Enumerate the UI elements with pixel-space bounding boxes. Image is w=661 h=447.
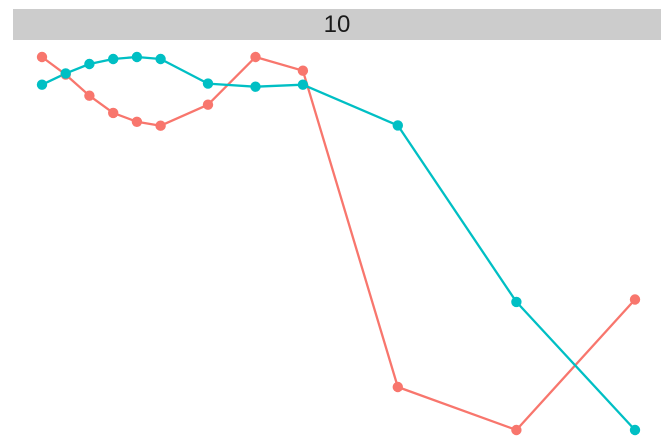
series-1-point-9 [297, 65, 309, 76]
series-2-point-12 [629, 424, 641, 436]
panel-label: 10 [323, 10, 351, 38]
series-2-point-10 [392, 120, 403, 131]
series-1-point-1 [36, 51, 48, 63]
series-2-point-2 [60, 68, 71, 79]
series-1-line [41, 55, 636, 432]
series-2-point-1 [36, 79, 48, 90]
series-1-point-7 [202, 99, 214, 110]
series-2-point-9 [297, 79, 309, 90]
series-1-point-12 [629, 294, 641, 305]
series-2-point-7 [202, 78, 214, 89]
series-lines [41, 55, 636, 432]
series-1-point-6 [155, 120, 166, 131]
series-2-point-11 [511, 296, 522, 308]
series-1-point-8 [250, 51, 261, 63]
series-2-point-4 [108, 53, 119, 65]
series-2-point-5 [131, 51, 143, 63]
series-1-point-5 [131, 116, 143, 128]
series-2-line [41, 55, 636, 431]
series-1-point-10 [392, 381, 403, 393]
series-1-point-11 [511, 424, 522, 436]
series-2-point-6 [155, 53, 166, 65]
series-points [36, 51, 641, 436]
series-2-point-8 [250, 81, 261, 92]
series-1-point-3 [84, 90, 95, 101]
panel-strip: 10 [13, 9, 661, 40]
series-2-point-3 [84, 58, 95, 70]
series-1-point-4 [108, 107, 119, 119]
